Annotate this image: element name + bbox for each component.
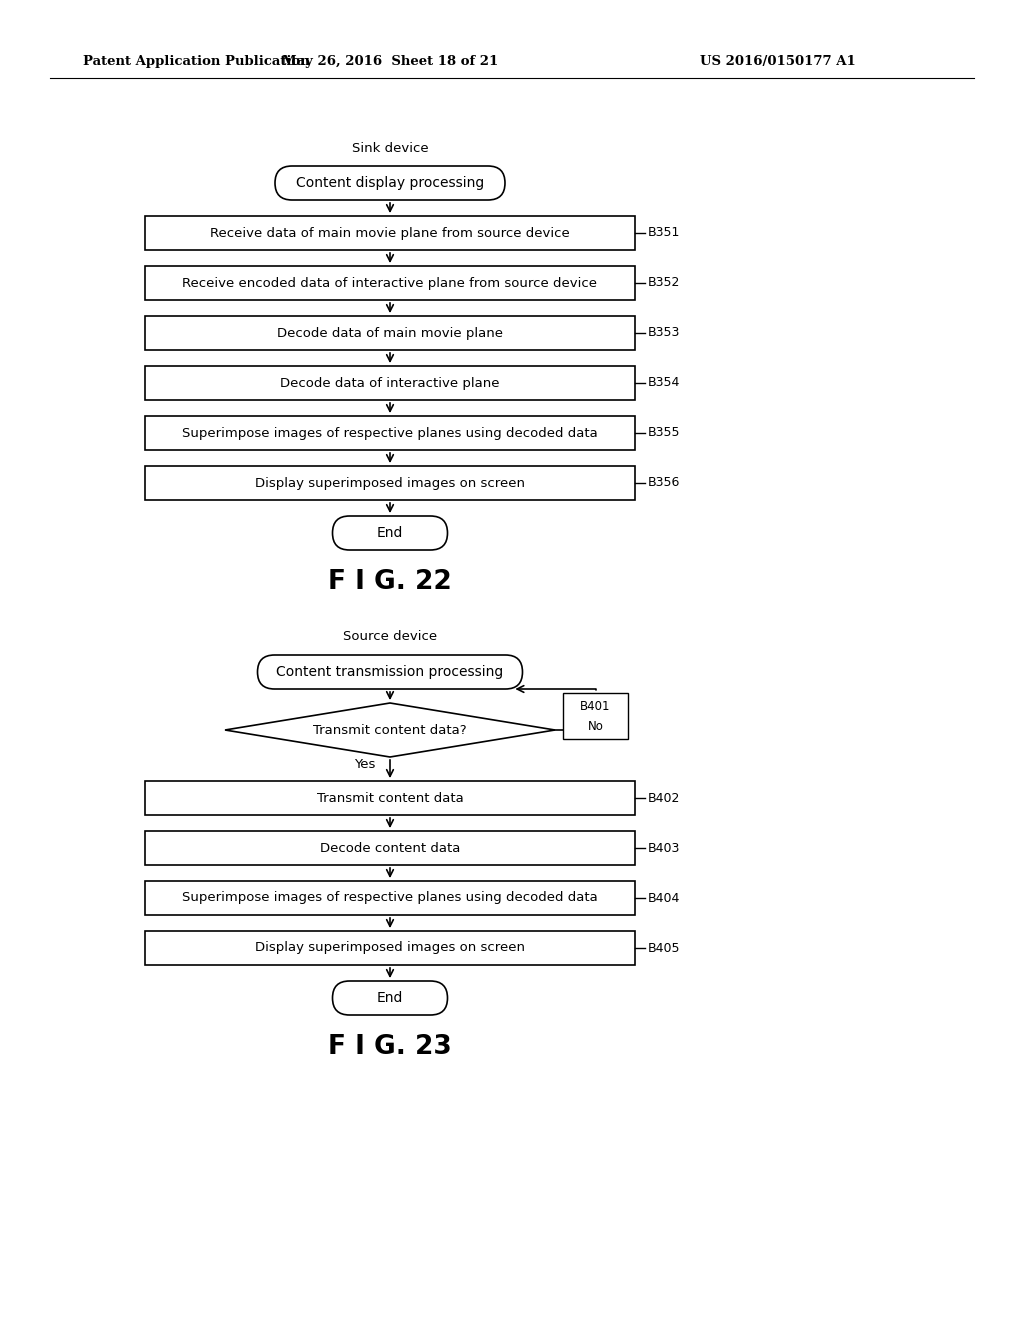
Text: B353: B353 [648,326,680,339]
Text: Decode data of main movie plane: Decode data of main movie plane [278,326,503,339]
Text: Decode data of interactive plane: Decode data of interactive plane [281,376,500,389]
Bar [145,366,635,400]
Text: B355: B355 [648,426,681,440]
Text: B403: B403 [648,842,680,854]
Text: Transmit content data: Transmit content data [316,792,464,804]
FancyBboxPatch shape [275,166,505,201]
FancyBboxPatch shape [333,516,447,550]
Text: B352: B352 [648,276,680,289]
Text: May 26, 2016  Sheet 18 of 21: May 26, 2016 Sheet 18 of 21 [282,55,498,69]
Text: B354: B354 [648,376,680,389]
Bar [145,216,635,249]
Bar [145,267,635,300]
Text: Receive encoded data of interactive plane from source device: Receive encoded data of interactive plan… [182,276,597,289]
Text: B401: B401 [581,701,610,714]
Text: Sink device: Sink device [351,141,428,154]
Bar [563,693,628,739]
Text: Patent Application Publication: Patent Application Publication [83,55,309,69]
Text: US 2016/0150177 A1: US 2016/0150177 A1 [700,55,856,69]
Bar [145,416,635,450]
Text: B356: B356 [648,477,680,490]
Text: B405: B405 [648,941,681,954]
Text: Content display processing: Content display processing [296,176,484,190]
Text: Decode content data: Decode content data [319,842,460,854]
Text: B404: B404 [648,891,680,904]
Text: Receive data of main movie plane from source device: Receive data of main movie plane from so… [210,227,570,239]
Text: Superimpose images of respective planes using decoded data: Superimpose images of respective planes … [182,426,598,440]
Text: Content transmission processing: Content transmission processing [276,665,504,678]
Polygon shape [225,704,555,756]
Text: Display superimposed images on screen: Display superimposed images on screen [255,941,525,954]
Text: End: End [377,525,403,540]
Text: Transmit content data?: Transmit content data? [313,723,467,737]
Text: Display superimposed images on screen: Display superimposed images on screen [255,477,525,490]
Text: End: End [377,991,403,1005]
Bar [145,832,635,865]
Text: No: No [588,719,603,733]
Bar [145,931,635,965]
Text: F I G. 22: F I G. 22 [328,569,452,595]
Bar [145,466,635,500]
Text: B351: B351 [648,227,680,239]
FancyBboxPatch shape [333,981,447,1015]
Text: Source device: Source device [343,631,437,644]
Text: B402: B402 [648,792,680,804]
Text: Yes: Yes [354,759,376,771]
Bar [145,315,635,350]
Text: F I G. 23: F I G. 23 [328,1034,452,1060]
Bar [145,781,635,814]
Bar [145,880,635,915]
Text: Superimpose images of respective planes using decoded data: Superimpose images of respective planes … [182,891,598,904]
FancyBboxPatch shape [257,655,522,689]
